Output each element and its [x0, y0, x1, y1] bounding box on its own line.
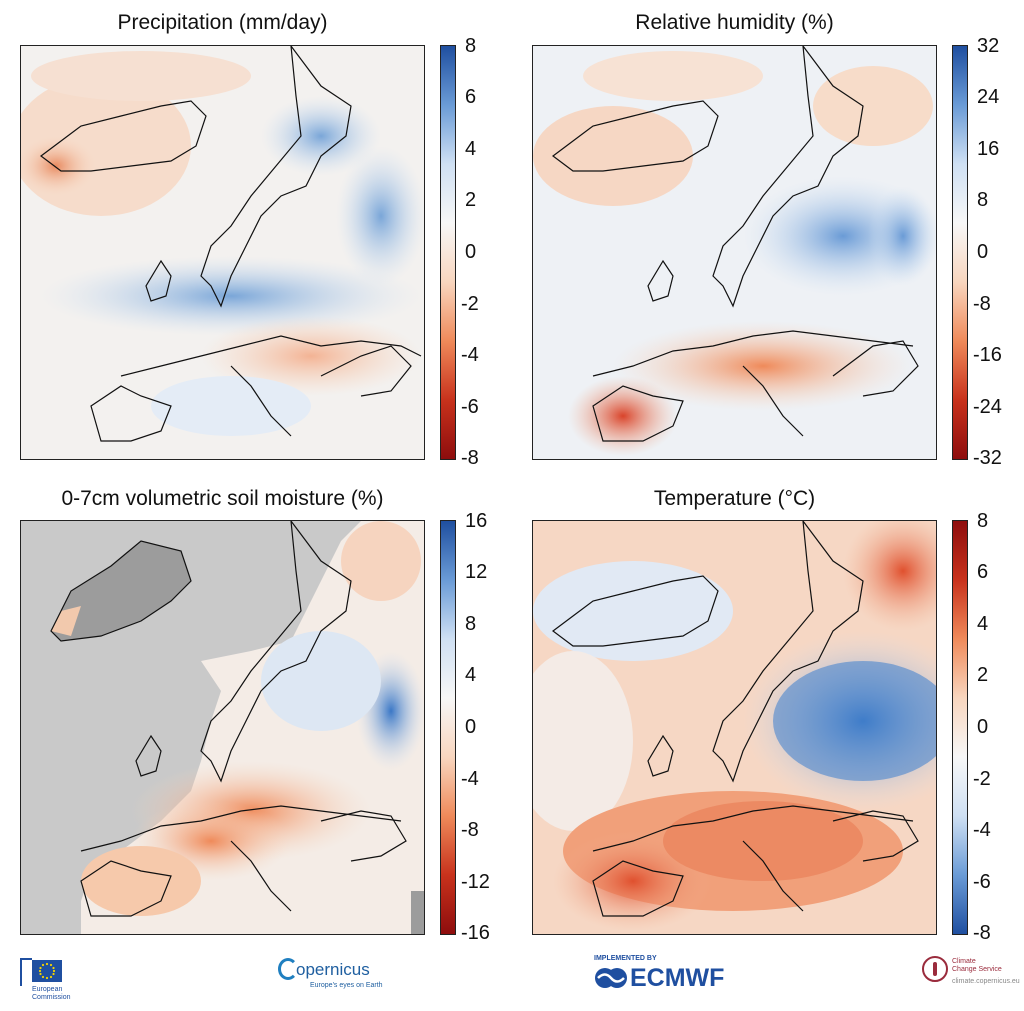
ecmwf-logo: IMPLEMENTED BY ECMWF — [594, 955, 734, 995]
climate-change-service-logo: Climate Change Service climate.copernicu… — [922, 956, 1022, 996]
soil-moisture-tick: 4 — [465, 664, 477, 686]
soil-moisture-map — [20, 520, 425, 935]
relative-humidity-tick: 8 — [977, 189, 989, 211]
precipitation-map — [20, 45, 425, 460]
precipitation-tick: 4 — [465, 138, 477, 160]
precipitation-colorbar — [440, 45, 456, 460]
temperature-tick: 6 — [977, 561, 989, 583]
precipitation-tick: -8 — [461, 447, 479, 469]
precipitation-tick: -2 — [461, 293, 479, 315]
soil-moisture-tick: -4 — [461, 768, 479, 790]
soil-moisture-tick: 12 — [465, 561, 488, 583]
temperature-tick: -4 — [973, 819, 991, 841]
implemented-by-label: IMPLEMENTED BY — [594, 955, 657, 962]
precipitation-tick: 6 — [465, 86, 477, 108]
relative-humidity-tick: 32 — [977, 35, 1000, 57]
relative-humidity-tick: -32 — [973, 447, 1002, 469]
relative-humidity-tick: 16 — [977, 138, 1000, 160]
c3s-label-line1: Climate — [952, 958, 976, 965]
soil-moisture-colorbar — [440, 520, 456, 935]
c3s-thermometer-icon — [922, 956, 948, 982]
panel-title-precipitation: Precipitation (mm/day) — [117, 11, 328, 34]
european-commission-logo: European Commission — [18, 956, 78, 1006]
copernicus-c-icon — [278, 958, 298, 980]
precipitation-tick: -4 — [461, 344, 479, 366]
panel-title-relative-humidity: Relative humidity (%) — [635, 11, 834, 34]
temperature-colorbar — [952, 520, 968, 935]
soil-moisture-tick: 16 — [465, 510, 488, 532]
relative-humidity-tick: -8 — [973, 293, 991, 315]
eu-label-line2: Commission — [32, 994, 71, 1001]
relative-humidity-tick: -24 — [973, 396, 1002, 418]
eu-label-line1: European — [32, 986, 63, 993]
ecmwf-wave-icon — [594, 967, 628, 989]
ecmwf-name: ECMWF — [630, 964, 725, 992]
precipitation-tick: 0 — [465, 241, 477, 263]
temperature-tick: 4 — [977, 613, 989, 635]
commission-building-icon — [20, 958, 32, 986]
soil-moisture-tick: -16 — [461, 922, 490, 944]
soil-moisture-tick: 0 — [465, 716, 477, 738]
relative-humidity-colorbar — [952, 45, 968, 460]
soil-moisture-tick: -12 — [461, 871, 490, 893]
temperature-tick: -6 — [973, 871, 991, 893]
relative-humidity-tick: -16 — [973, 344, 1002, 366]
precipitation-tick: 2 — [465, 189, 477, 211]
c3s-label-line2: Change Service — [952, 966, 1002, 973]
copernicus-tagline: Europe's eyes on Earth — [310, 982, 383, 989]
copernicus-name: opernicus — [296, 960, 370, 979]
c3s-url: climate.copernicus.eu — [952, 978, 1020, 985]
relative-humidity-tick: 0 — [977, 241, 989, 263]
panel-title-temperature: Temperature (°C) — [653, 487, 816, 510]
relative-humidity-tick: 24 — [977, 86, 1000, 108]
temperature-map — [532, 520, 937, 935]
temperature-tick: 2 — [977, 664, 989, 686]
temperature-tick: 8 — [977, 510, 989, 532]
temperature-tick: 0 — [977, 716, 989, 738]
precipitation-tick: -6 — [461, 396, 479, 418]
panel-title-soil-moisture: 0-7cm volumetric soil moisture (%) — [61, 487, 384, 510]
soil-moisture-tick: 8 — [465, 613, 477, 635]
precipitation-tick: 8 — [465, 35, 477, 57]
temperature-tick: -2 — [973, 768, 991, 790]
relative-humidity-map — [532, 45, 937, 460]
soil-moisture-tick: -8 — [461, 819, 479, 841]
eu-flag-icon — [32, 960, 62, 982]
temperature-tick: -8 — [973, 922, 991, 944]
copernicus-logo: opernicus Europe's eyes on Earth — [278, 956, 388, 992]
